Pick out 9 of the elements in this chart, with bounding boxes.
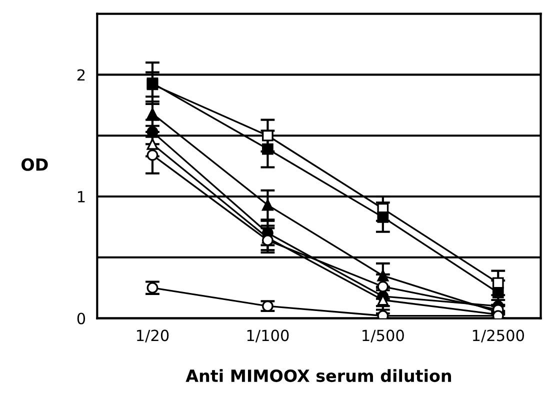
y-tick-label: 2 <box>77 69 85 81</box>
y-axis-title: OD <box>22 158 48 171</box>
x-tick-label: 1/500 <box>362 330 404 342</box>
x-tick-label: 1/100 <box>247 330 289 342</box>
x-axis-title: Anti MIMOOX serum dilution <box>186 369 452 382</box>
y-tick-label: 0 <box>77 312 86 324</box>
x-tick-label: 1/2500 <box>472 330 524 342</box>
x-tick-label: 1/20 <box>137 330 169 342</box>
y-tick-label: 1 <box>78 191 85 202</box>
